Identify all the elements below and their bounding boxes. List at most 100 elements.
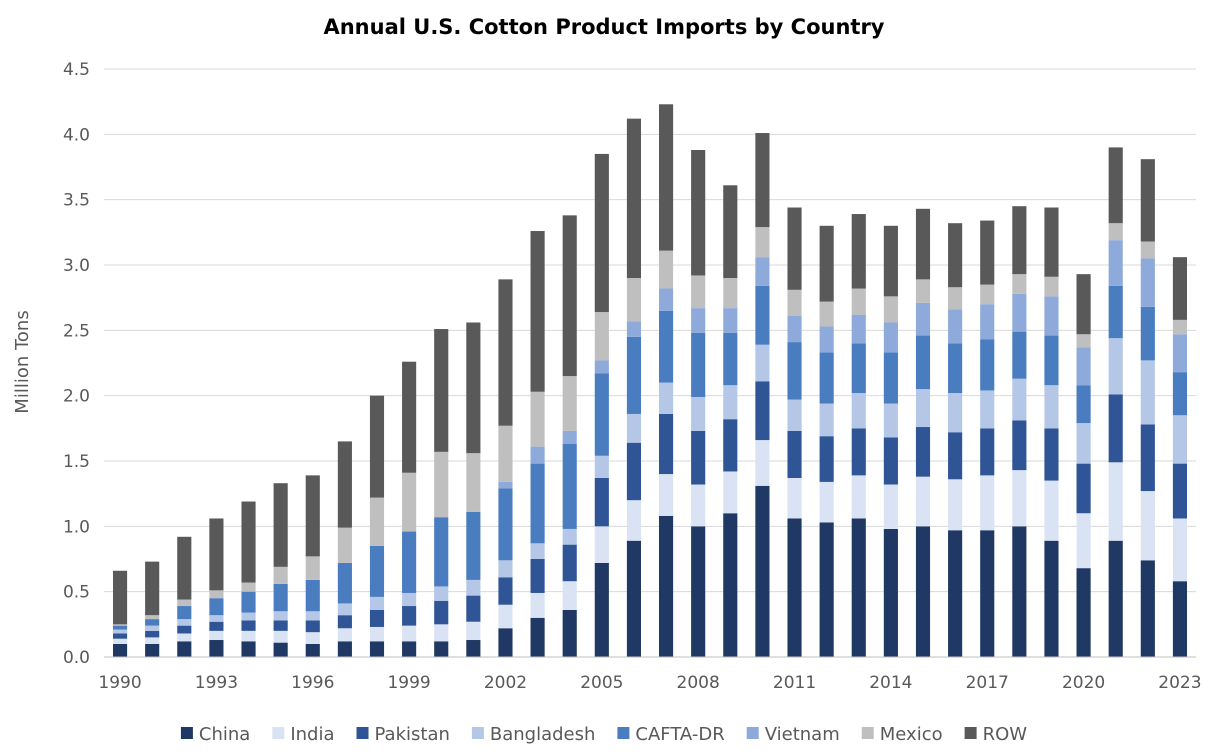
- bar-segment-vietnam: [915, 302, 931, 336]
- bar-segment-row: [305, 475, 320, 557]
- bar-segment-india: [658, 474, 674, 516]
- bar-segment-pakistan: [402, 606, 417, 626]
- bar-segment-cafta-dr: [466, 511, 481, 580]
- chart-title: Annual U.S. Cotton Product Imports by Co…: [323, 15, 884, 39]
- bar-segment-row: [112, 570, 128, 625]
- bar-segment-india: [1108, 462, 1123, 541]
- bar-segment-cafta-dr: [434, 517, 449, 587]
- bar-segment-vietnam: [594, 360, 609, 374]
- bar-segment-india: [241, 630, 256, 642]
- bar-segment-mexico: [241, 582, 256, 592]
- bar-segment-china: [1172, 581, 1188, 657]
- x-tick-label: 2008: [677, 673, 720, 693]
- bar-stack-2001: [466, 322, 481, 657]
- bar-segment-india: [1012, 470, 1027, 527]
- bar-segment-vietnam: [1108, 240, 1123, 286]
- legend-label: Bangladesh: [490, 724, 596, 745]
- bar-segment-row: [337, 441, 352, 528]
- legend-label: CAFTA-DR: [635, 724, 724, 745]
- bar-segment-india: [594, 526, 609, 563]
- bar-stack-2023: [1172, 257, 1188, 657]
- bar-segment-vietnam: [755, 257, 770, 286]
- bar-segment-cafta-dr: [305, 579, 320, 612]
- bar-segment-row: [369, 395, 385, 498]
- bar-segment-china: [819, 522, 834, 657]
- bar-segment-row: [177, 536, 192, 600]
- x-tick-label: 2023: [1158, 673, 1201, 693]
- bar-segment-row: [1044, 207, 1059, 277]
- bar-segment-india: [723, 471, 738, 514]
- bar-segment-india: [498, 604, 513, 629]
- bar-segment-bangladesh: [787, 399, 802, 431]
- bar-segment-pakistan: [1044, 428, 1059, 481]
- x-tick-label: 2011: [773, 673, 816, 693]
- x-tick-label: 1990: [98, 673, 141, 693]
- bar-stack-1999: [402, 361, 417, 657]
- bar-segment-pakistan: [1108, 394, 1123, 463]
- bar-segment-india: [562, 581, 577, 610]
- y-tick-label: 3.0: [63, 256, 90, 276]
- bar-segment-row: [498, 279, 513, 426]
- y-tick-label: 4.0: [63, 125, 90, 145]
- bar-stack-2009: [723, 185, 738, 657]
- legend-item-cafta-dr: CAFTA-DR: [617, 724, 725, 745]
- legend-item-china: China: [180, 724, 250, 745]
- y-tick-label: 3.5: [63, 191, 90, 211]
- bar-segment-cafta-dr: [658, 310, 674, 383]
- bar-segment-mexico: [305, 556, 320, 580]
- bar-segment-pakistan: [723, 419, 738, 472]
- bar-segment-pakistan: [209, 621, 224, 631]
- y-tick-label: 1.5: [63, 452, 90, 472]
- bar-segment-bangladesh: [755, 344, 770, 382]
- bar-segment-row: [691, 150, 706, 276]
- bar-segment-india: [1172, 518, 1188, 582]
- legend-swatch: [861, 727, 874, 739]
- bar-segment-row: [466, 322, 481, 454]
- bar-segment-mexico: [337, 527, 352, 563]
- bar-stack-1990: [112, 570, 128, 657]
- legend: China India Pakistan Bangladesh CAFTA-DR Viet…: [180, 724, 1027, 745]
- bar-segment-vietnam: [1076, 347, 1091, 386]
- bar-segment-vietnam: [498, 481, 513, 489]
- bar-segment-china: [273, 642, 288, 657]
- bar-segment-bangladesh: [691, 396, 706, 431]
- legend-swatch: [746, 727, 759, 739]
- bar-segment-pakistan: [1140, 424, 1155, 492]
- bar-segment-cafta-dr: [915, 335, 931, 390]
- bar-segment-row: [402, 361, 417, 473]
- bar-segment-pakistan: [819, 436, 834, 482]
- bar-segment-china: [723, 513, 738, 657]
- bar-segment-china: [883, 528, 898, 657]
- bar-segment-china: [1108, 540, 1123, 657]
- bar-segment-bangladesh: [402, 592, 417, 607]
- y-tick-label: 0.5: [63, 583, 90, 603]
- bar-segment-bangladesh: [658, 382, 674, 414]
- bar-segment-india: [980, 475, 995, 531]
- bar-segment-china: [691, 526, 706, 657]
- gridlines: [104, 68, 1196, 593]
- bar-segment-mexico: [851, 288, 866, 315]
- bar-segment-india: [626, 500, 642, 541]
- bar-stack-1995: [273, 483, 288, 657]
- bar-segment-china: [980, 530, 995, 657]
- bar-segment-mexico: [723, 278, 738, 309]
- bar-segment-china: [915, 526, 931, 657]
- bar-segment-india: [402, 625, 417, 642]
- legend-label: India: [290, 724, 334, 745]
- bar-segment-china: [241, 641, 256, 657]
- bar-segment-mexico: [369, 497, 385, 546]
- bar-segment-pakistan: [980, 428, 995, 476]
- x-tick-label: 2020: [1062, 673, 1105, 693]
- bar-segment-mexico: [273, 566, 288, 584]
- bar-segment-row: [594, 153, 609, 313]
- bar-segment-cafta-dr: [851, 343, 866, 394]
- bar-segment-bangladesh: [1044, 385, 1059, 429]
- bar-segment-vietnam: [851, 314, 866, 344]
- legend-label: Mexico: [880, 724, 943, 745]
- bar-segment-cafta-dr: [530, 463, 545, 544]
- bar-stack-2006: [626, 118, 642, 657]
- bar-segment-cafta-dr: [626, 336, 642, 414]
- bar-segment-china: [337, 641, 352, 657]
- bar-segment-china: [1140, 560, 1155, 657]
- y-tick-label: 1.0: [63, 517, 90, 537]
